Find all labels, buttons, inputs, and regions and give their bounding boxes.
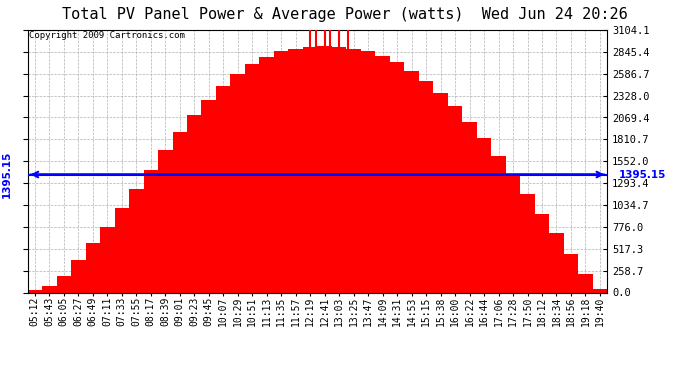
Bar — [187, 115, 201, 292]
Bar — [172, 132, 187, 292]
Bar — [42, 286, 57, 292]
Bar — [317, 46, 332, 292]
Bar — [506, 174, 520, 292]
Bar — [462, 122, 477, 292]
Bar — [491, 156, 506, 292]
Bar — [593, 289, 607, 292]
Bar — [520, 194, 535, 292]
Bar — [100, 226, 115, 292]
Bar — [332, 47, 346, 292]
Text: Total PV Panel Power & Average Power (watts)  Wed Jun 24 20:26: Total PV Panel Power & Average Power (wa… — [62, 8, 628, 22]
Bar — [419, 81, 433, 292]
Bar — [564, 254, 578, 292]
Bar — [259, 57, 274, 292]
Bar — [216, 86, 230, 292]
Bar — [390, 63, 404, 292]
Bar — [115, 208, 129, 292]
Text: Copyright 2009 Cartronics.com: Copyright 2009 Cartronics.com — [29, 32, 185, 40]
Text: 1395.15: 1395.15 — [619, 170, 666, 180]
Text: 1395.15: 1395.15 — [1, 151, 11, 198]
Bar — [288, 49, 303, 292]
Bar — [448, 106, 462, 292]
Bar — [129, 189, 144, 292]
Bar — [535, 214, 549, 292]
Bar — [303, 47, 317, 292]
Bar — [477, 138, 491, 292]
Bar — [433, 93, 448, 292]
Bar — [404, 71, 419, 292]
Bar — [549, 233, 564, 292]
Bar — [578, 274, 593, 292]
Bar — [201, 100, 216, 292]
Bar — [71, 260, 86, 292]
Bar — [28, 290, 42, 292]
Bar — [274, 51, 288, 292]
Bar — [346, 49, 361, 292]
Bar — [86, 243, 100, 292]
Bar — [361, 51, 375, 292]
Bar — [230, 74, 245, 292]
Bar — [245, 64, 259, 292]
Bar — [375, 56, 390, 292]
Bar — [57, 276, 71, 292]
Bar — [144, 170, 158, 292]
Bar — [158, 150, 172, 292]
